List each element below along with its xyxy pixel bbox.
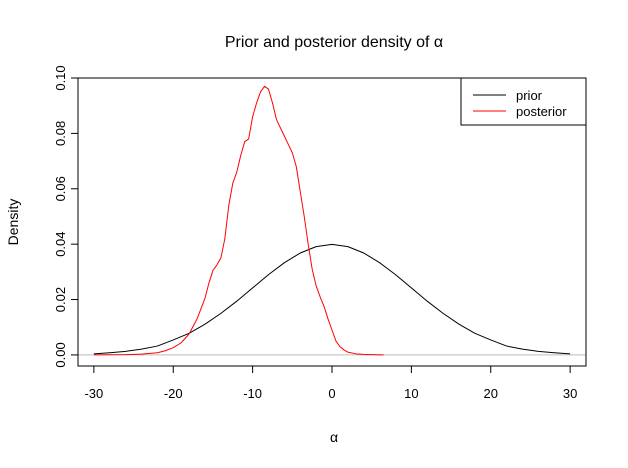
y-axis-title: Density (5, 199, 21, 246)
y-tick-label: 0.00 (53, 342, 68, 367)
y-tick-label: 0.10 (53, 65, 68, 90)
legend-box (460, 77, 587, 126)
y-tick-label: 0.06 (53, 176, 68, 201)
legend-label-posterior: posterior (516, 104, 567, 119)
legend-label-prior: prior (516, 88, 543, 103)
x-tick-label: 10 (404, 386, 418, 401)
x-tick-label: 0 (328, 386, 335, 401)
x-tick-label: -30 (84, 386, 103, 401)
x-tick-label: 20 (484, 386, 498, 401)
x-tick-label: 30 (563, 386, 577, 401)
series-line-posterior (93, 85, 384, 356)
series-line-prior (93, 243, 571, 355)
x-axis-title: α (330, 429, 338, 445)
y-tick-label: 0.02 (53, 287, 68, 312)
chart-title: Prior and posterior density of α (225, 34, 443, 51)
y-tick-label: 0.04 (53, 231, 68, 256)
x-tick-label: -10 (243, 386, 262, 401)
y-tick-label: 0.08 (53, 121, 68, 146)
x-tick-label: -20 (164, 386, 183, 401)
